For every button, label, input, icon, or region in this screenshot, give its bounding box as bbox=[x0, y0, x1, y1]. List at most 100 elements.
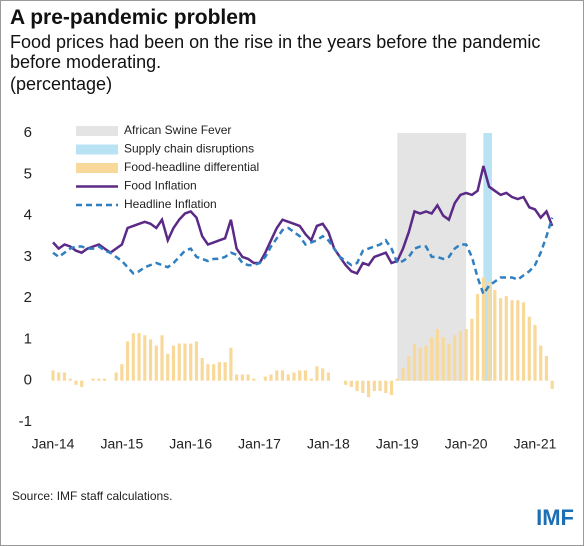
bar bbox=[527, 316, 531, 381]
bar bbox=[458, 331, 462, 381]
bar bbox=[131, 333, 135, 381]
bar bbox=[246, 374, 250, 381]
bar bbox=[189, 343, 193, 381]
bar bbox=[401, 368, 405, 381]
bar bbox=[321, 368, 325, 381]
bar bbox=[539, 345, 543, 381]
bar bbox=[212, 364, 216, 381]
logo: IMF bbox=[536, 505, 574, 530]
bar bbox=[366, 380, 371, 398]
bar bbox=[229, 347, 233, 381]
bar bbox=[206, 364, 210, 381]
bar bbox=[521, 302, 526, 381]
bar bbox=[407, 355, 411, 381]
legend-label: Food Inflation bbox=[124, 179, 197, 193]
y-tick-label: -1 bbox=[19, 413, 32, 430]
bar bbox=[252, 378, 256, 381]
bar bbox=[177, 343, 181, 381]
bar bbox=[510, 300, 514, 381]
bar bbox=[361, 380, 365, 394]
legend-label: Headline Inflation bbox=[124, 197, 217, 211]
bar bbox=[435, 329, 440, 381]
bar bbox=[372, 380, 376, 392]
bar bbox=[240, 374, 244, 381]
bar bbox=[166, 353, 170, 381]
source: Source: IMF staff calculations. bbox=[12, 489, 173, 503]
legend-label: Food-headline differential bbox=[124, 160, 259, 174]
legend-swatch bbox=[76, 126, 118, 136]
y-tick-label: 3 bbox=[24, 248, 32, 265]
bar bbox=[217, 362, 222, 381]
chart-title: A pre-pandemic problem bbox=[10, 6, 257, 29]
bar bbox=[470, 318, 474, 381]
x-tick-label: Jan-18 bbox=[307, 436, 350, 452]
shaded-span bbox=[483, 133, 492, 381]
legend-swatch bbox=[76, 163, 118, 173]
bar bbox=[91, 378, 95, 381]
bar bbox=[418, 347, 422, 381]
bar bbox=[223, 362, 227, 381]
x-tick-label: Jan-19 bbox=[376, 436, 419, 452]
bar bbox=[183, 343, 187, 381]
bar bbox=[171, 345, 176, 381]
bar bbox=[103, 378, 107, 381]
bar bbox=[235, 374, 239, 381]
y-axis-label: (percentage) bbox=[10, 74, 113, 94]
chart-subtitle: Food prices had been on the rise in the … bbox=[10, 32, 541, 72]
bar bbox=[326, 372, 331, 381]
bar bbox=[68, 378, 72, 381]
bar bbox=[453, 335, 457, 381]
bar bbox=[430, 337, 434, 381]
bar bbox=[269, 374, 273, 381]
bar bbox=[498, 298, 503, 381]
bar bbox=[493, 289, 497, 381]
bar bbox=[487, 281, 491, 381]
bar bbox=[280, 370, 285, 381]
x-tick-label: Jan-14 bbox=[32, 436, 75, 452]
bar bbox=[200, 358, 204, 381]
bar bbox=[344, 380, 348, 385]
bar bbox=[550, 380, 554, 389]
y-tick-label: 0 bbox=[24, 372, 32, 389]
bar bbox=[263, 376, 267, 381]
bar bbox=[504, 296, 508, 381]
bar bbox=[286, 374, 290, 381]
bar bbox=[447, 343, 451, 381]
bar bbox=[412, 343, 417, 381]
x-tick-label: Jan-20 bbox=[445, 436, 488, 452]
bar bbox=[80, 380, 84, 387]
y-tick-label: 4 bbox=[24, 207, 32, 224]
bar bbox=[476, 294, 480, 381]
bar bbox=[125, 341, 130, 381]
bar bbox=[57, 372, 61, 381]
bar bbox=[148, 339, 153, 381]
bar bbox=[154, 345, 158, 381]
legend-swatch bbox=[76, 144, 118, 155]
bar bbox=[533, 324, 537, 381]
bar bbox=[389, 380, 394, 396]
bar bbox=[315, 366, 319, 381]
bar bbox=[194, 341, 199, 381]
bar bbox=[378, 380, 382, 392]
bar bbox=[62, 372, 67, 381]
y-tick-label: 2 bbox=[24, 289, 32, 306]
bar bbox=[51, 370, 55, 381]
bar bbox=[137, 333, 141, 381]
bar bbox=[160, 335, 164, 381]
line bbox=[52, 165, 554, 275]
bar bbox=[74, 380, 78, 385]
bar bbox=[298, 370, 302, 381]
y-tick-label: 5 bbox=[24, 165, 32, 182]
bar bbox=[481, 277, 485, 381]
line bbox=[52, 217, 554, 297]
bar bbox=[464, 329, 468, 381]
y-tick-label: 1 bbox=[24, 330, 32, 347]
y-tick-label: 6 bbox=[24, 124, 32, 141]
bar bbox=[355, 380, 359, 392]
bar bbox=[143, 335, 147, 381]
bar bbox=[544, 355, 549, 381]
bar bbox=[441, 337, 445, 381]
bar bbox=[349, 380, 353, 387]
